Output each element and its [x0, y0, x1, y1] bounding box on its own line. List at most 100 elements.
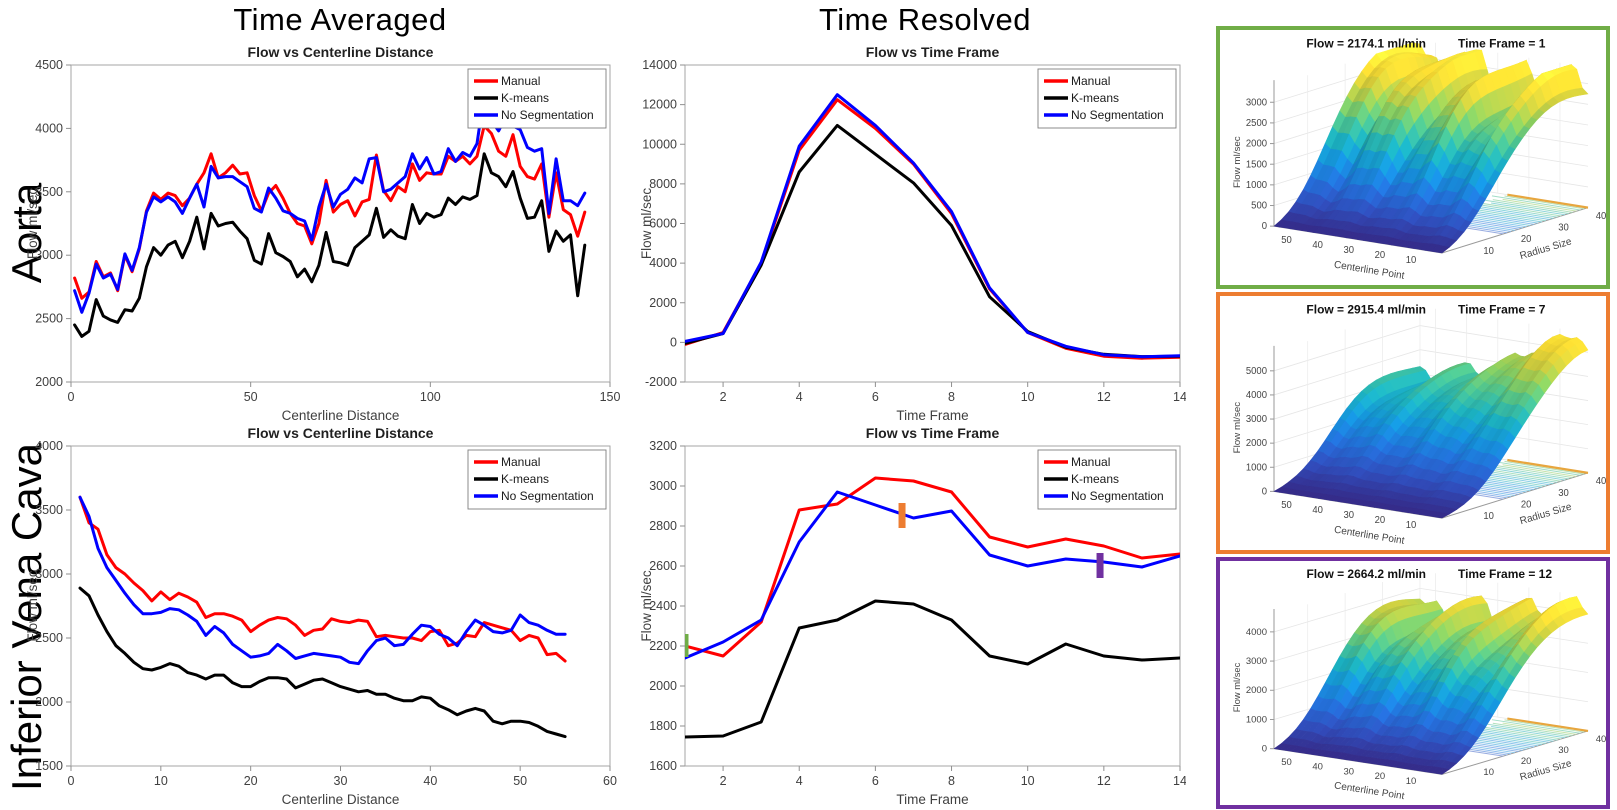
surf3-contour-stripe [1481, 726, 1562, 740]
surf1-surface [1273, 42, 1589, 254]
aorta_avg-y-tick-label: 4500 [35, 58, 63, 72]
aorta_time-title: Flow vs Time Frame [866, 44, 1000, 60]
ivc_time-legend: Manual K-means No Segmentation [1037, 449, 1177, 510]
surf1-contour-stripe [1492, 199, 1573, 213]
surf2-contour-edge [1507, 458, 1589, 474]
ivc_avg-legend: Manual K-means No Segmentation [467, 449, 607, 510]
surf2-radius-tick-label: 20 [1521, 499, 1532, 510]
aorta_time-x-tick-label: 4 [796, 390, 803, 404]
surf2-contour-stripe [1492, 464, 1573, 479]
surf1-svg: 0 500 1000 1500 2000 2500 3000 Flow ml/sec 50 40 3… [1232, 36, 1606, 282]
aorta_time-y-tick-label: 8000 [649, 177, 677, 191]
aorta_time-y-tick-label: 2000 [649, 296, 677, 310]
ivc_avg-y-tick-label: 2000 [35, 695, 63, 709]
ivc_avg-y-tick-label: 3500 [35, 503, 63, 517]
surf3-z-tick-label: 1000 [1246, 714, 1267, 725]
surf1-contour-stripe [1480, 198, 1569, 215]
ivc_time-series-group [685, 476, 1180, 739]
aorta_time-x-tick-label: 10 [1021, 390, 1035, 404]
aorta_avg-x-tick-label: 100 [420, 390, 441, 404]
aorta_time-x-tick-label: 12 [1097, 390, 1111, 404]
ivc_avg-y-tick-label: 3000 [35, 567, 63, 581]
ivc_avg-y-tick-label: 2500 [35, 631, 63, 645]
ivc_time-x-tick-label: 10 [1021, 774, 1035, 788]
ivc_time-legend-label-manual: Manual [1071, 455, 1110, 469]
surf3-contour-stripe [1479, 729, 1554, 742]
ivc_avg-x-tick-label: 10 [154, 774, 168, 788]
surf3-contour-stripe [1502, 722, 1577, 735]
aorta_avg-legend-box [467, 68, 607, 129]
surf2-contour-stripe [1491, 467, 1565, 481]
ivc_avg-series-group [78, 495, 567, 739]
aorta_avg-legend-label-k-means: K-means [501, 91, 549, 105]
surf3-contour-stripe [1469, 729, 1550, 743]
aorta_time-legend-label-k-means: K-means [1071, 91, 1119, 105]
surf2-contour-stripe [1481, 467, 1562, 482]
aorta_time-x-tick-label: 8 [948, 390, 955, 404]
surf2-radius-tick-label: 30 [1558, 488, 1569, 499]
surf1-radius-tick-label: 40 [1596, 211, 1606, 222]
surf3-title-flow: Flow = 2664.2 ml/min [1306, 567, 1426, 581]
surf3-radius-tick-label: 10 [1483, 767, 1494, 778]
ivc_time-series-manual [685, 476, 1180, 658]
surf1-contour-stripe [1468, 202, 1558, 218]
aorta_time-series-group [685, 93, 1180, 360]
column-header-time-resolved: Time Resolved [818, 2, 1032, 37]
ivc_time-x-tick-label: 8 [948, 774, 955, 788]
ivc_time-legend-label-k-means: K-means [1071, 472, 1119, 486]
ivc_avg-legend-label-no-segmentation: No Segmentation [501, 489, 594, 503]
ivc_avg-svg: 0 10 20 30 40 50 60 1500 2000 2500 3000 3500 4000 Flo… [25, 425, 617, 807]
surf2-centerline-tick-label: 10 [1406, 520, 1417, 531]
ivc_avg-y-tick-label: 1500 [35, 759, 63, 773]
surf3-contour-stripe [1491, 719, 1581, 734]
surf3-centerline-tick-label: 10 [1406, 776, 1417, 787]
surf1-title-frame: Time Frame = 1 [1458, 36, 1546, 50]
ivc_avg-x-tick-label: 30 [334, 774, 348, 788]
surf3-contour-stripe [1504, 719, 1585, 733]
aorta_avg-y-tick-label: 4000 [35, 121, 63, 135]
ivc_time-x-tick-label: 14 [1173, 774, 1186, 788]
aorta_time-x-tick-label: 14 [1173, 390, 1186, 404]
aorta_avg-legend: Manual K-means No Segmentation [467, 68, 607, 129]
ivc_avg-title: Flow vs Centerline Distance [248, 425, 434, 441]
surf2-centerline-tick-label: 50 [1281, 500, 1292, 511]
surf1-z-axis-label: Flow ml/sec [1232, 136, 1243, 188]
ivc_time-y-tick-label: 3200 [649, 439, 677, 453]
aorta_avg-series-manual [73, 124, 587, 300]
aorta_time-svg: 2 4 6 8 10 12 14 -2000 0 2000 4000 6000 8000 10000 120… [639, 44, 1187, 423]
aorta_avg-series-k-means [73, 152, 587, 338]
ivc_time-y-tick-label: 3000 [649, 479, 677, 493]
aorta_time-y-tick-label: 6000 [649, 217, 677, 231]
surf3-contour-stripe [1492, 722, 1573, 736]
surf3-z-tick-label: 2000 [1246, 685, 1267, 696]
surf3-svg: 0 1000 2000 3000 4000 Flow ml/sec 50 40 30 20 10 10… [1232, 567, 1606, 802]
surf3-panel: 0 1000 2000 3000 4000 Flow ml/sec 50 40 30 20 10 10… [1216, 557, 1610, 809]
ivc_avg-x-tick-label: 0 [68, 774, 75, 788]
ivc_avg-x-tick-label: 40 [423, 774, 437, 788]
aorta_avg-svg: 0 50 100 150 2000 2500 3000 3500 4000 4500 Flow vs… [25, 44, 621, 423]
aorta_avg-x-tick-label: 150 [600, 390, 621, 404]
aorta_time-y-tick-label: 12000 [642, 98, 677, 112]
surf3-centerline-tick-label: 30 [1343, 766, 1354, 777]
surf1-contour-stripe [1479, 206, 1554, 219]
aorta_avg-y-tick-label: 3500 [35, 185, 63, 199]
surf1-contour-stripe [1481, 202, 1562, 217]
time-frame-1-marker [685, 634, 689, 657]
surf1-centerline-axis-label: Centerline Point [1333, 259, 1405, 282]
surf2-contour-stripe [1502, 464, 1577, 477]
surf1-z-tick-label: 3000 [1246, 97, 1267, 108]
aorta_time-chart: 2 4 6 8 10 12 14 -2000 0 2000 4000 6000 8000 10000 120… [632, 42, 1187, 434]
surf2-z-tick-label: 4000 [1246, 390, 1267, 401]
ivc_time-legend-label-no-segmentation: No Segmentation [1071, 489, 1164, 503]
ivc_time-chart: 2 4 6 8 10 12 14 1600 1800 2000 2200 2400 2600 2800 30… [632, 424, 1187, 810]
aorta_avg-legend-label-manual: Manual [501, 74, 540, 88]
aorta_time-x-tick-label: 2 [720, 390, 727, 404]
ivc_time-x-tick-label: 12 [1097, 774, 1111, 788]
column-header-time-averaged: Time Averaged [233, 2, 447, 37]
aorta_avg-x-axis-label: Centerline Distance [282, 408, 400, 423]
ivc_time-title: Flow vs Time Frame [866, 425, 1000, 441]
ivc_time-svg: 2 4 6 8 10 12 14 1600 1800 2000 2200 2400 2600 2800 30… [639, 425, 1187, 807]
surf1-centerline-tick-label: 20 [1375, 250, 1386, 261]
ivc_avg-legend-label-k-means: K-means [501, 472, 549, 486]
aorta_avg-chart: 0 50 100 150 2000 2500 3000 3500 4000 4500 Flow vs… [25, 42, 625, 434]
